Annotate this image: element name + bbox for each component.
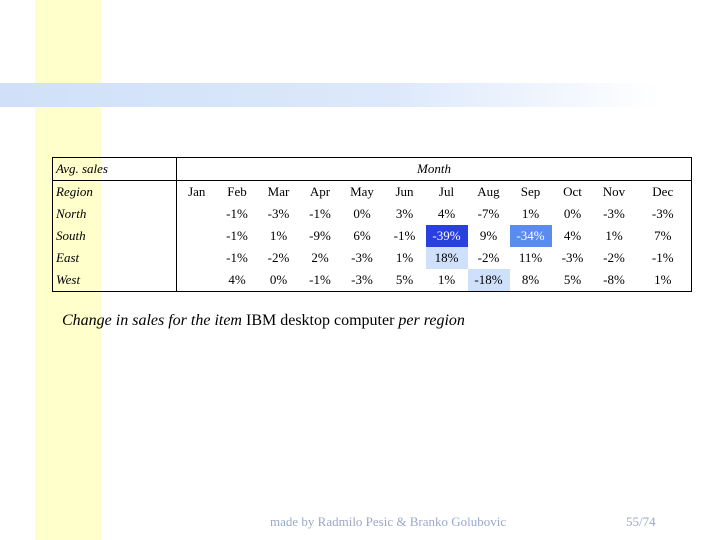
cell: 0% [257,269,300,292]
cell: -34% [509,225,552,247]
cell: 1% [634,269,692,292]
cell: 1% [521,206,540,221]
credit: made by Radmilo Pesic & Branko Golubovic [270,514,507,529]
row-header: Region [52,180,177,203]
column-header: Dec [634,180,692,203]
column-header: Jul [438,184,455,199]
cell: 1% [269,228,288,243]
cell: -18% [467,269,510,292]
region: East [52,247,177,269]
column-header: Sep [520,184,541,199]
cell: 4% [563,228,582,243]
cell: -1% [634,247,692,269]
column-header: Oct [563,184,582,199]
cell: -1% [226,206,248,221]
cell: -39% [425,225,468,247]
caption-lead: Change in sales for the item [62,312,242,329]
cell: -2% [477,250,500,265]
cell: 0% [563,206,582,221]
region: South [52,225,177,247]
column-header: Aug [477,184,500,199]
cell: -3% [634,203,692,225]
cell: -3% [267,206,290,221]
cell: 6% [353,228,371,243]
caption: Change in sales for the item IBM desktop… [62,312,465,330]
cell: 11% [518,250,543,265]
column-header: Jun [395,184,414,199]
cell: 5% [383,269,426,292]
region: West [52,269,177,292]
column-header: Apr [309,184,331,199]
column-header: May [350,184,374,199]
caption-item: IBM desktop computer [245,312,395,329]
group-header: Month [176,157,692,181]
cell [177,225,217,247]
cell: -1% [226,250,248,265]
cell: 4% [216,269,258,292]
cell: 4% [437,206,456,221]
cell [177,203,217,225]
cell: -3% [340,269,384,292]
cell: 3% [395,206,414,221]
cell: -2% [603,250,625,265]
cell: 1% [605,228,623,243]
cell: -9% [309,228,331,243]
cell: -1% [393,228,416,243]
cell: 7% [634,225,692,247]
cell: 5% [551,269,594,292]
blue-band [0,83,662,107]
cell: 9% [479,228,498,243]
cell: -2% [267,250,290,265]
cell [177,247,217,269]
sales-table: Avg. sales Month Region Jan Feb Mar Apr May Jun… [52,157,692,292]
cell [176,269,217,292]
column-header: Nov [602,184,626,199]
cell: -1% [226,228,248,243]
cell: -1% [299,269,341,292]
cell: -3% [351,250,373,265]
cell: -3% [561,250,584,265]
cell: 0% [353,206,371,221]
corner: Avg. sales [52,157,177,181]
page-number: 55/74 [626,514,656,529]
cell: -1% [309,206,331,221]
cell: -3% [603,206,625,221]
cell: -7% [477,206,500,221]
cell: 18% [425,247,468,269]
cell: 8% [509,269,552,292]
column-header: Mar [267,184,290,199]
cell: 1% [395,250,414,265]
cell: 1% [425,269,468,292]
column-header: Jan [188,184,206,199]
cell: 2% [311,250,329,265]
column-header: Feb [227,184,247,199]
caption-tail: per region [398,312,465,329]
cell: -8% [593,269,635,292]
region: North [52,203,177,225]
